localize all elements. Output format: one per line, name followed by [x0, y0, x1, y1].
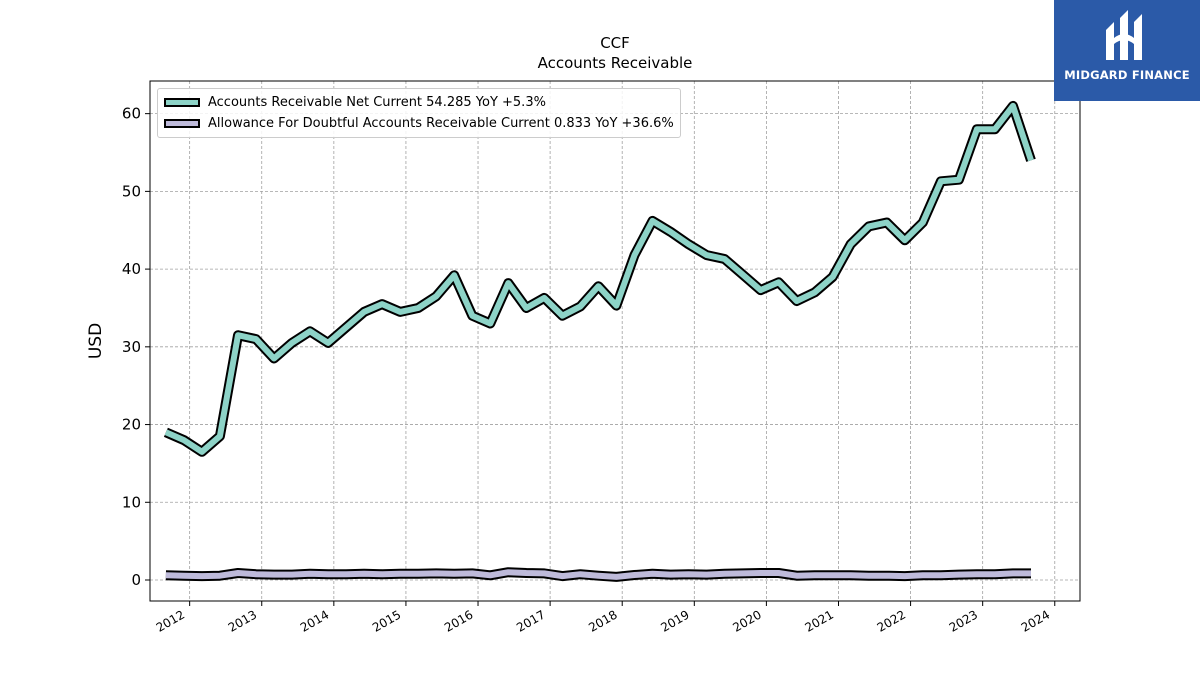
x-tick-label: 2016	[442, 607, 475, 634]
legend-item: Accounts Receivable Net Current 54.285 Y…	[164, 92, 674, 113]
x-tick-label: 2018	[586, 607, 619, 634]
x-tick-label: 2024	[1019, 607, 1052, 634]
y-axis-label: USD	[86, 323, 106, 359]
y-tick-label: 10	[122, 493, 141, 511]
x-tick-label: 2023	[947, 607, 980, 634]
chart-title: CCF	[600, 34, 630, 52]
series-layer	[163, 100, 1036, 582]
brand-logo: MIDGARD FINANCE	[1054, 0, 1200, 101]
y-tick-label: 20	[122, 416, 141, 434]
series-line	[165, 569, 1031, 580]
x-tick-label: 2014	[298, 607, 331, 634]
series-line-outline	[163, 100, 1036, 457]
legend-label: Allowance For Doubtful Accounts Receivab…	[208, 116, 674, 131]
plot-frame	[149, 80, 1081, 602]
x-axis: 2012 2013 2014 2015 2016 2017 2018 2019 2020 2021…	[154, 601, 1056, 635]
x-tick-label: 2017	[514, 607, 547, 634]
x-tick-label: 2012	[154, 607, 187, 634]
chart-subtitle: Accounts Receivable	[538, 54, 693, 72]
y-tick-label: 60	[122, 105, 141, 123]
logo-mark-icon	[1106, 10, 1142, 60]
legend-swatch	[164, 98, 200, 107]
y-tick-label: 0	[131, 571, 141, 589]
legend: Accounts Receivable Net Current 54.285 Y…	[157, 88, 681, 138]
x-tick-label: 2022	[875, 607, 908, 634]
legend-swatch	[164, 119, 200, 128]
y-axis: 0 10 20 30 40 50 60	[122, 105, 150, 589]
x-tick-label: 2019	[658, 607, 691, 634]
legend-item: Allowance For Doubtful Accounts Receivab…	[164, 113, 674, 134]
x-tick-label: 2015	[370, 607, 403, 634]
grid	[150, 81, 1080, 601]
y-tick-label: 30	[122, 338, 141, 356]
y-tick-label: 50	[122, 182, 141, 200]
x-tick-label: 2021	[803, 607, 836, 634]
logo-text: MIDGARD FINANCE	[1064, 68, 1190, 82]
x-tick-label: 2013	[226, 607, 259, 634]
legend-label: Accounts Receivable Net Current 54.285 Y…	[208, 95, 546, 110]
series-line	[164, 102, 1034, 455]
y-tick-label: 40	[122, 260, 141, 278]
x-tick-label: 2020	[730, 607, 763, 634]
